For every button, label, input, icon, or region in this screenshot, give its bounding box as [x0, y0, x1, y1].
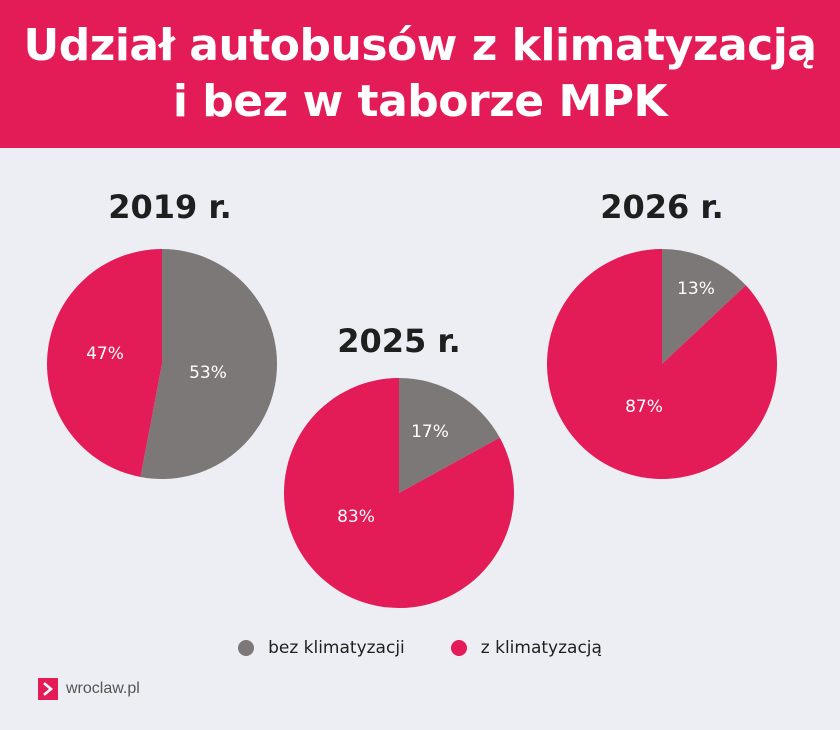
legend-swatch-bez [238, 640, 255, 656]
slice-label: 87% [625, 397, 663, 417]
pie-slice-z [284, 377, 514, 608]
slice-label: 47% [86, 344, 124, 364]
pie-slice-bez [399, 377, 500, 493]
brand-logo: wroclaw.pl [38, 678, 140, 700]
brand-text: wroclaw.pl [66, 680, 140, 697]
pie-title: 2026 r. [600, 188, 724, 226]
slice-label: 53% [189, 363, 227, 383]
pie-slice-z [47, 249, 162, 477]
legend-label-bez: bez klimatyzacji [268, 638, 405, 658]
legend-item-bez: bez klimatyzacji [238, 638, 405, 658]
pie-title: 2025 r. [337, 322, 461, 360]
pie-slice-z [547, 249, 777, 480]
legend-swatch-z [450, 640, 467, 656]
slice-label: 17% [411, 422, 449, 442]
legend-label-z: z klimatyzacją [480, 638, 602, 658]
pie-slice-bez [140, 249, 278, 480]
pie-chart-2019: 53% 47% 2019 r. [47, 188, 278, 480]
pie-title: 2019 r. [108, 188, 232, 226]
legend-item-z: z klimatyzacją [450, 638, 602, 658]
pie-chart-2026: 13% 87% 2026 r. [547, 188, 777, 480]
slice-label: 13% [677, 279, 715, 299]
page-title-line-1: Udział autobusów z klimatyzacją [23, 20, 818, 71]
page-title-line-2: i bez w taborze MPK [172, 76, 668, 127]
pie-chart-2025: 17% 83% 2025 r. [284, 322, 514, 608]
chevron-right-icon [38, 678, 58, 700]
slice-label: 83% [337, 507, 375, 527]
header-banner: Udział autobusów z klimatyzacją i bez w … [0, 0, 840, 148]
pie-slice-bez [662, 249, 746, 364]
legend: bez klimatyzacji z klimatyzacją [0, 638, 840, 658]
